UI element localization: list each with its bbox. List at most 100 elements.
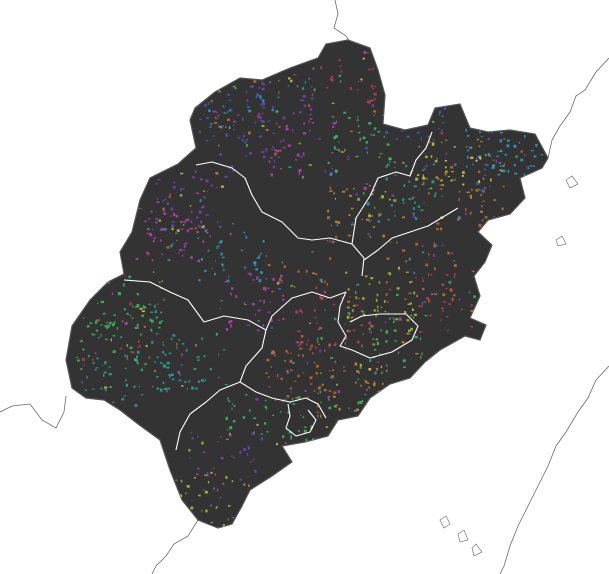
basin-patch xyxy=(272,277,275,281)
basin-patch xyxy=(408,180,411,183)
basin-patch xyxy=(159,388,163,392)
basin-patch xyxy=(358,125,360,128)
basin-patch xyxy=(112,350,116,353)
basin-patch xyxy=(228,167,231,170)
basin-patch xyxy=(434,293,438,295)
basin-patch xyxy=(364,380,368,383)
basin-patch xyxy=(221,256,225,259)
basin-patch xyxy=(124,354,126,358)
basin-patch xyxy=(246,99,249,103)
basin-patch xyxy=(89,405,93,408)
basin-patch xyxy=(289,359,293,363)
basin-patch xyxy=(431,293,434,296)
basin-patch xyxy=(338,149,341,152)
basin-patch xyxy=(523,173,526,177)
basin-patch xyxy=(389,117,393,119)
basin-patch xyxy=(384,321,387,324)
basin-patch xyxy=(314,317,317,319)
west-inland-border xyxy=(0,395,67,429)
basin-patch xyxy=(391,194,395,197)
basin-patch xyxy=(266,287,270,290)
basin-patch xyxy=(180,479,183,483)
basin-patch xyxy=(195,344,197,347)
basin-patch xyxy=(435,244,438,247)
basin-patch xyxy=(465,208,467,212)
basin-patch xyxy=(335,120,338,124)
basin-patch xyxy=(130,351,132,353)
basin-patch xyxy=(217,220,219,224)
basin-patch xyxy=(152,385,154,388)
basin-patch xyxy=(362,192,365,195)
basin-patch xyxy=(436,227,439,231)
basin-patch xyxy=(184,242,187,245)
basin-patch xyxy=(205,179,209,183)
basin-patch xyxy=(441,184,445,187)
basin-patch xyxy=(233,457,236,459)
basin-patch xyxy=(231,517,235,519)
basin-patch xyxy=(256,256,260,259)
basin-patch xyxy=(228,400,231,403)
taiwan-west-coast xyxy=(499,365,609,574)
basin-patch xyxy=(151,228,154,231)
basin-patch xyxy=(460,308,463,310)
basin-patch xyxy=(309,376,313,380)
basin-patch xyxy=(502,169,506,173)
basin-patch xyxy=(406,135,410,138)
basin-patch xyxy=(534,144,538,146)
basin-patch xyxy=(489,124,491,127)
basin-patch xyxy=(370,219,372,221)
basin-patch xyxy=(333,192,335,195)
basin-patch xyxy=(351,222,354,226)
basin-patch xyxy=(166,246,170,249)
basin-patch xyxy=(143,366,145,368)
boundary-ningde-fuzhou xyxy=(351,131,433,245)
basin-patch xyxy=(94,369,97,371)
basin-patch xyxy=(417,112,419,114)
basin-patch xyxy=(140,333,142,336)
basin-patch xyxy=(272,132,275,134)
basin-patch xyxy=(215,332,218,336)
basin-patch xyxy=(449,95,451,99)
basin-patch xyxy=(251,73,254,77)
basin-patch xyxy=(162,344,165,346)
basin-patch xyxy=(386,163,390,166)
basin-patch xyxy=(428,253,430,256)
basin-patch xyxy=(487,137,490,141)
basin-patch xyxy=(297,353,300,357)
basin-patch xyxy=(286,371,290,374)
basin-patch xyxy=(359,400,363,404)
basin-patch xyxy=(220,185,224,188)
basin-patch xyxy=(380,365,383,369)
basin-patch xyxy=(433,244,436,248)
basin-patch xyxy=(444,106,447,110)
basin-patch xyxy=(319,372,322,374)
basin-patch xyxy=(224,384,228,386)
basin-patch xyxy=(415,217,418,220)
basin-patch xyxy=(346,315,350,319)
basin-patch xyxy=(407,303,411,305)
basin-patch xyxy=(523,128,526,131)
basin-patch xyxy=(178,252,180,254)
basin-patch xyxy=(271,326,273,329)
basin-patch xyxy=(198,224,200,228)
basin-patch xyxy=(420,136,422,140)
boundary-longyan-zhangzhou xyxy=(175,329,267,451)
basin-patch xyxy=(200,220,202,224)
basin-patch xyxy=(204,378,206,382)
basin-patch xyxy=(427,135,431,138)
basin-patch xyxy=(458,198,460,200)
basin-patch xyxy=(385,340,388,343)
basin-patch xyxy=(105,338,108,341)
basin-patch xyxy=(481,204,483,208)
basin-patch xyxy=(441,122,445,124)
basin-patch xyxy=(131,351,135,354)
basin-patch xyxy=(316,411,320,414)
basin-patch xyxy=(359,137,361,141)
basin-patch xyxy=(495,159,497,163)
basin-patch xyxy=(212,110,215,113)
basin-patch xyxy=(513,116,516,119)
basin-patch xyxy=(304,390,307,392)
basin-patch xyxy=(103,371,107,374)
basin-patch xyxy=(162,364,166,368)
